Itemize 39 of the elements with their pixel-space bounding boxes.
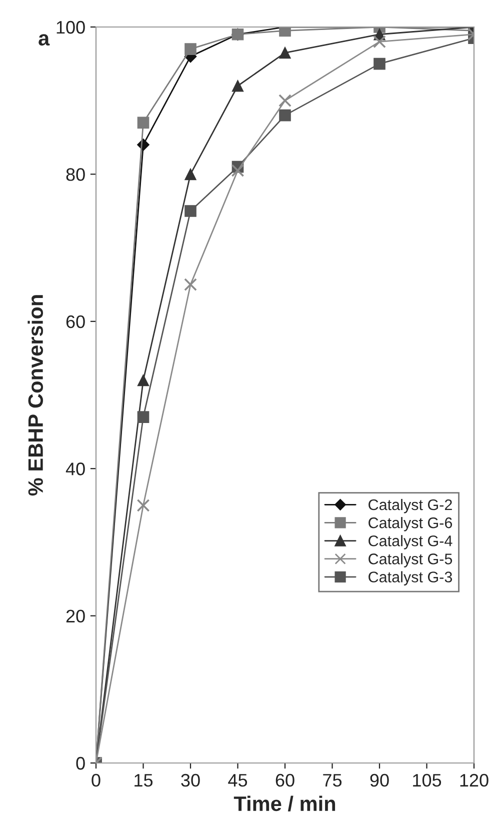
y-tick-label: 100 (56, 20, 85, 34)
point (278, 94, 292, 108)
y-tick-label: 0 (76, 756, 85, 770)
point (137, 374, 150, 386)
point (374, 58, 386, 70)
point (136, 498, 150, 512)
x-tick-label: 15 (134, 774, 153, 787)
legend-label: Catalyst G-4 (368, 535, 452, 550)
point (184, 168, 196, 180)
legend-label: Catalyst G-2 (368, 498, 452, 514)
legend-label: Catalyst G-5 (368, 553, 452, 568)
x-axis-title: Time / min (234, 796, 336, 812)
y-tick-label: 80 (66, 168, 85, 181)
legend-label: Catalyst G-6 (368, 517, 452, 532)
point (137, 116, 150, 129)
point (137, 411, 150, 423)
point (184, 278, 197, 292)
y-axis-title: % EBHP Conversion (28, 295, 44, 496)
text: a (38, 34, 50, 46)
x-tick-label: 90 (370, 774, 389, 787)
legend-label: Catalyst G-3 (368, 571, 452, 586)
x-tick-label: 105 (413, 774, 442, 787)
point (232, 80, 244, 92)
x-tick-label: 120 (460, 774, 488, 787)
point (279, 109, 291, 122)
x-tick-label: 0 (92, 774, 100, 787)
x-tick-label: 45 (228, 774, 248, 787)
x-tick-label: 60 (276, 774, 294, 787)
y-tick-label: 40 (66, 462, 85, 476)
y-tick-label: 60 (66, 315, 85, 328)
point (373, 35, 386, 48)
x-tick-label: 75 (323, 774, 342, 787)
point (279, 27, 291, 37)
y-tick-label: 20 (66, 610, 85, 623)
x-tick-label: 30 (181, 774, 200, 787)
point (231, 164, 244, 177)
point (184, 205, 196, 217)
point (279, 46, 291, 59)
point (184, 43, 196, 55)
